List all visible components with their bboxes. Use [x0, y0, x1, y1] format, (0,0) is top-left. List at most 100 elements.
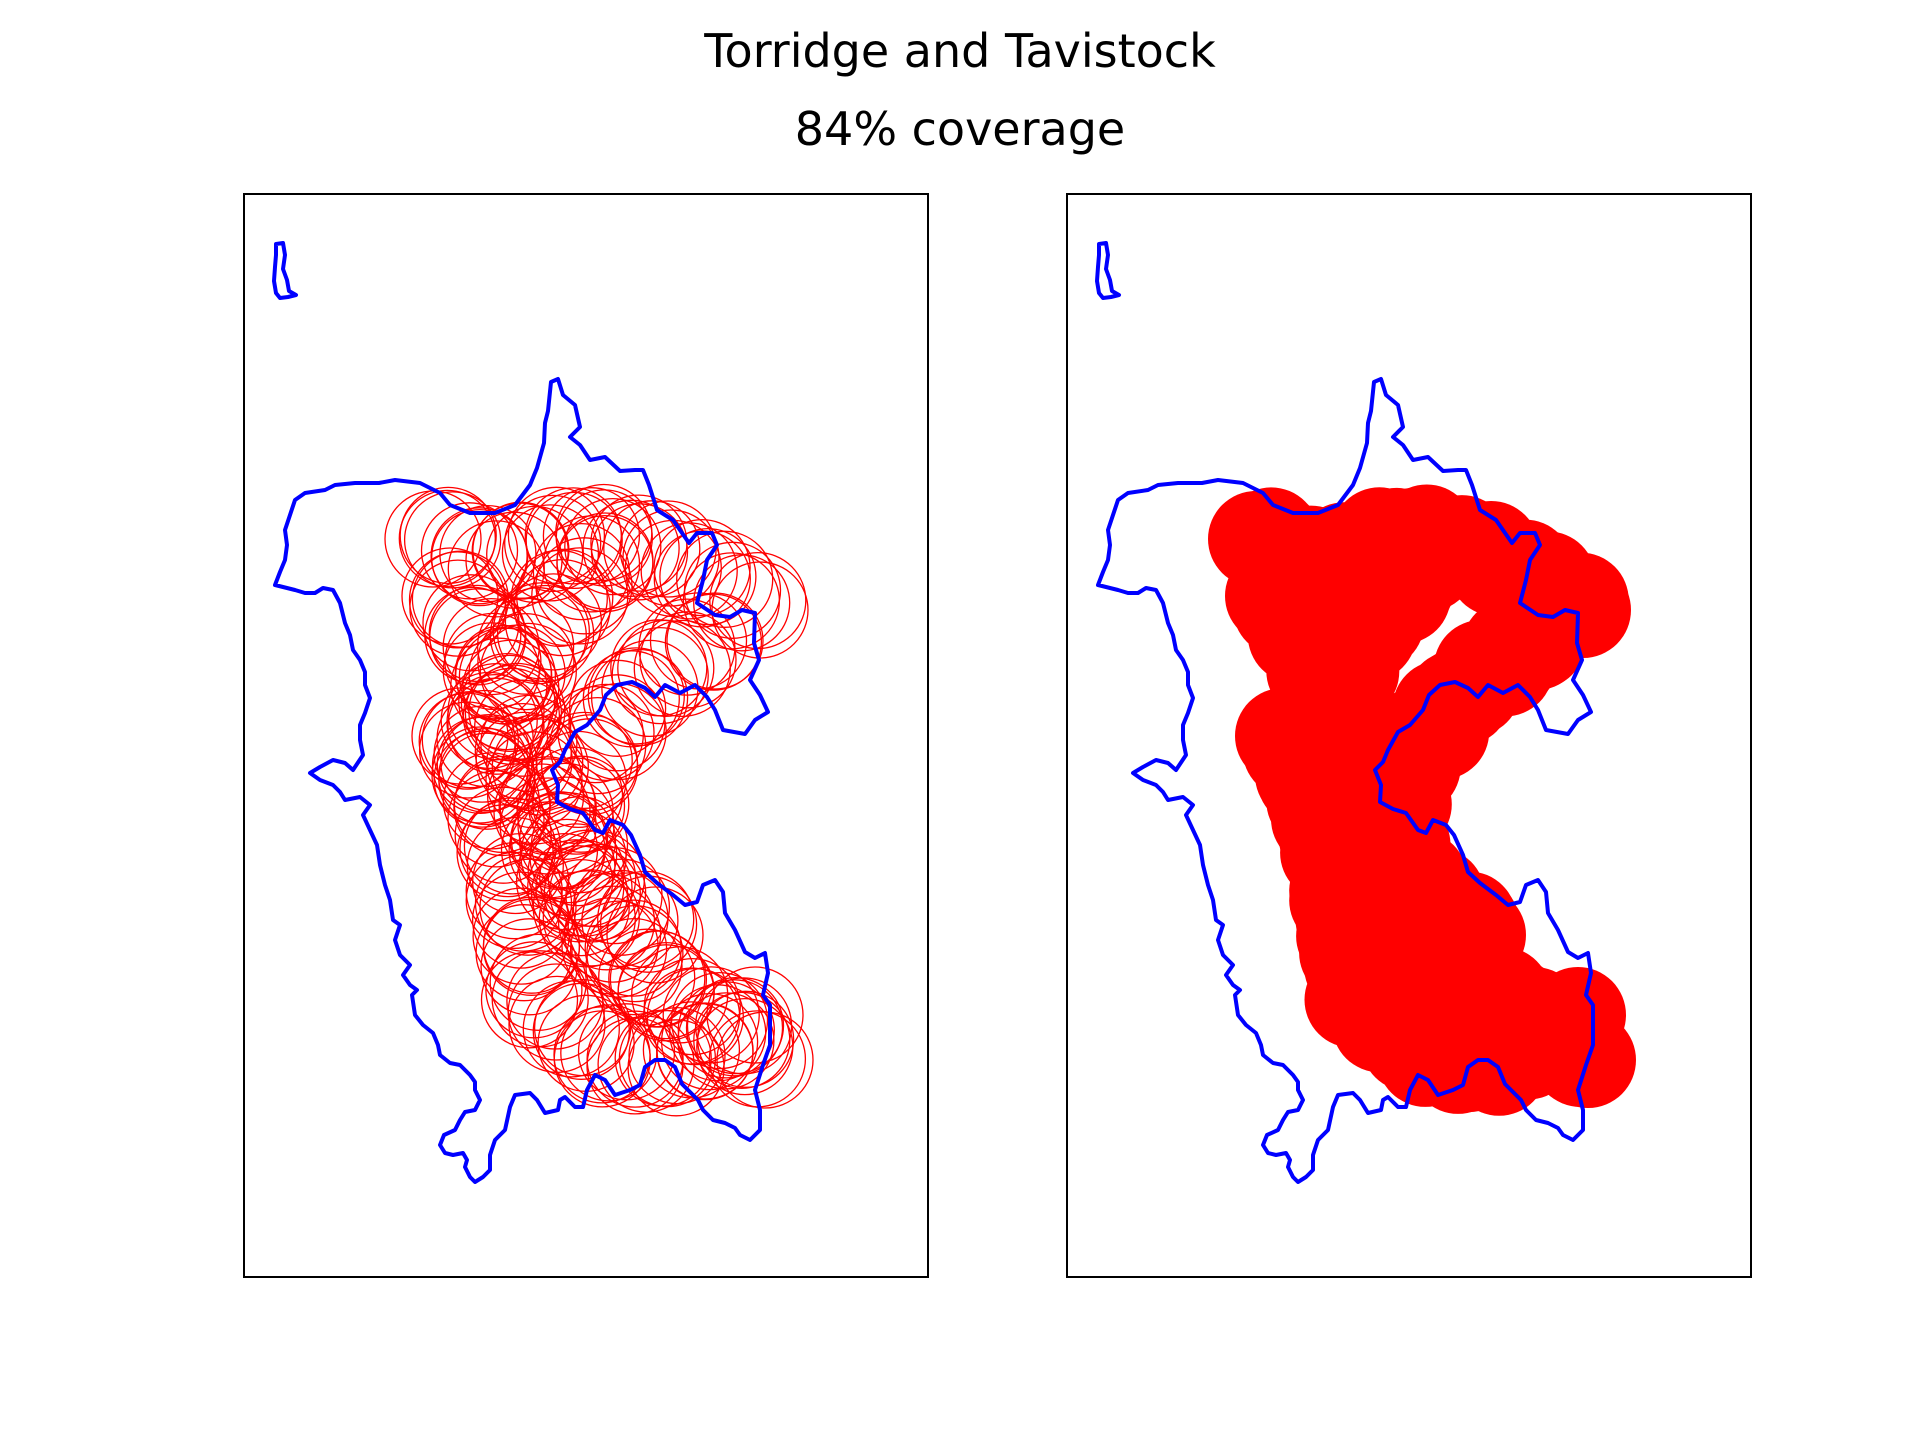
coverage-circle — [640, 522, 738, 620]
coverage-circle — [475, 904, 573, 1002]
map-title: Torridge and Tavistock — [704, 24, 1216, 78]
coverage-subtitle: 84% coverage — [794, 102, 1126, 156]
coverage-circle — [603, 500, 701, 598]
coverage-circle — [532, 982, 630, 1080]
coverage-circle — [489, 933, 587, 1031]
coverage-circle — [431, 726, 529, 824]
coverage-circle — [555, 489, 653, 587]
coverage-circle — [633, 619, 731, 718]
coverage-circle — [660, 992, 759, 1091]
coverage-circle — [549, 696, 647, 795]
coverage-circle — [531, 547, 629, 645]
coverage-circle — [491, 718, 589, 816]
coverage-circle — [590, 503, 689, 601]
coverage-circle — [532, 755, 630, 853]
coverage-circle — [482, 898, 581, 996]
coverage-circle — [546, 685, 644, 784]
coverage-circle — [462, 639, 560, 737]
coverage-circle — [479, 858, 577, 956]
coverage-circle — [716, 1011, 814, 1109]
coverage-circle — [418, 701, 517, 799]
coverage-circle — [653, 518, 751, 617]
coverage-circle — [496, 584, 595, 683]
coverage-circles-outline — [384, 483, 814, 1117]
coverage-circle — [709, 551, 807, 650]
coverage-circle — [606, 886, 704, 984]
coverage-circle — [535, 537, 633, 635]
coverage-circle — [424, 586, 522, 684]
coverage-circle — [430, 507, 528, 605]
coverage-circle — [433, 705, 531, 803]
coverage-circle — [436, 715, 534, 813]
coverage-circle — [666, 592, 764, 690]
coverage-circle — [399, 486, 497, 585]
coverage-circle — [440, 671, 538, 770]
coverage-circle — [446, 673, 544, 772]
island-boundary — [272, 241, 298, 300]
coverage-circle — [677, 981, 775, 1079]
coverage-circle — [398, 489, 496, 588]
island-boundary — [1095, 241, 1121, 300]
coverage-circle — [535, 711, 633, 810]
coverage-circle — [527, 823, 625, 921]
coverage-circle — [477, 612, 575, 711]
coverage-circle — [433, 730, 531, 828]
coverage-circle — [420, 502, 519, 600]
coverage-circle — [533, 978, 632, 1077]
coverage-circle — [557, 683, 655, 782]
coverage-circle — [456, 804, 554, 902]
coverage-circle — [1530, 967, 1626, 1063]
constituency-boundary — [273, 377, 772, 1184]
coverage-circle — [694, 977, 793, 1075]
coverage-circle — [447, 677, 545, 775]
coverage-circle — [610, 619, 708, 717]
coverage-circle — [439, 504, 537, 603]
coverage-circle — [639, 611, 737, 709]
coverage-circle — [409, 559, 507, 657]
coverage-circle — [541, 718, 639, 816]
coverage-circle — [463, 797, 562, 895]
coverage-circle — [1255, 727, 1351, 823]
coverage-circle — [656, 1002, 754, 1100]
coverage-circle — [507, 486, 606, 584]
coverage-circle — [401, 547, 499, 645]
coverage-circle — [440, 713, 538, 812]
coverage-circle — [622, 509, 720, 607]
map-panel-circles-outline — [243, 193, 929, 1278]
coverage-circle — [516, 548, 614, 646]
coverage-circle — [706, 966, 804, 1064]
constituency-boundary — [1096, 377, 1595, 1184]
coverage-circle — [501, 504, 600, 602]
coverage-circle — [711, 561, 809, 659]
coverage-circle — [627, 1019, 725, 1117]
coverage-circle — [587, 647, 685, 745]
map-canvas-outline — [272, 241, 814, 1184]
coverage-circle — [1430, 887, 1526, 983]
coverage-circle — [458, 627, 557, 725]
coverage-circles-filled — [1208, 484, 1636, 1116]
coverage-circle — [454, 786, 552, 884]
coverage-circle — [685, 979, 784, 1077]
coverage-circle — [460, 654, 559, 753]
coverage-circle — [532, 858, 630, 957]
coverage-circle — [507, 963, 605, 1061]
map-canvas-filled — [1095, 241, 1636, 1184]
coverage-circle — [628, 1006, 726, 1105]
coverage-circle — [465, 851, 563, 950]
coverage-circle — [676, 530, 774, 628]
coverage-circle — [458, 652, 556, 751]
coverage-circle — [480, 918, 578, 1016]
coverage-circle — [608, 929, 706, 1028]
coverage-circle — [518, 791, 617, 890]
coverage-circle — [577, 1003, 676, 1101]
coverage-circle — [664, 593, 763, 691]
coverage-circle — [504, 573, 603, 671]
coverage-circle — [489, 587, 587, 685]
coverage-circle — [568, 659, 667, 757]
coverage-circle — [618, 1009, 717, 1108]
coverage-circle — [584, 899, 682, 997]
map-panel-circles-filled — [1066, 193, 1752, 1278]
coverage-circle — [525, 491, 623, 590]
coverage-circle — [465, 842, 563, 940]
coverage-circle — [466, 816, 564, 915]
